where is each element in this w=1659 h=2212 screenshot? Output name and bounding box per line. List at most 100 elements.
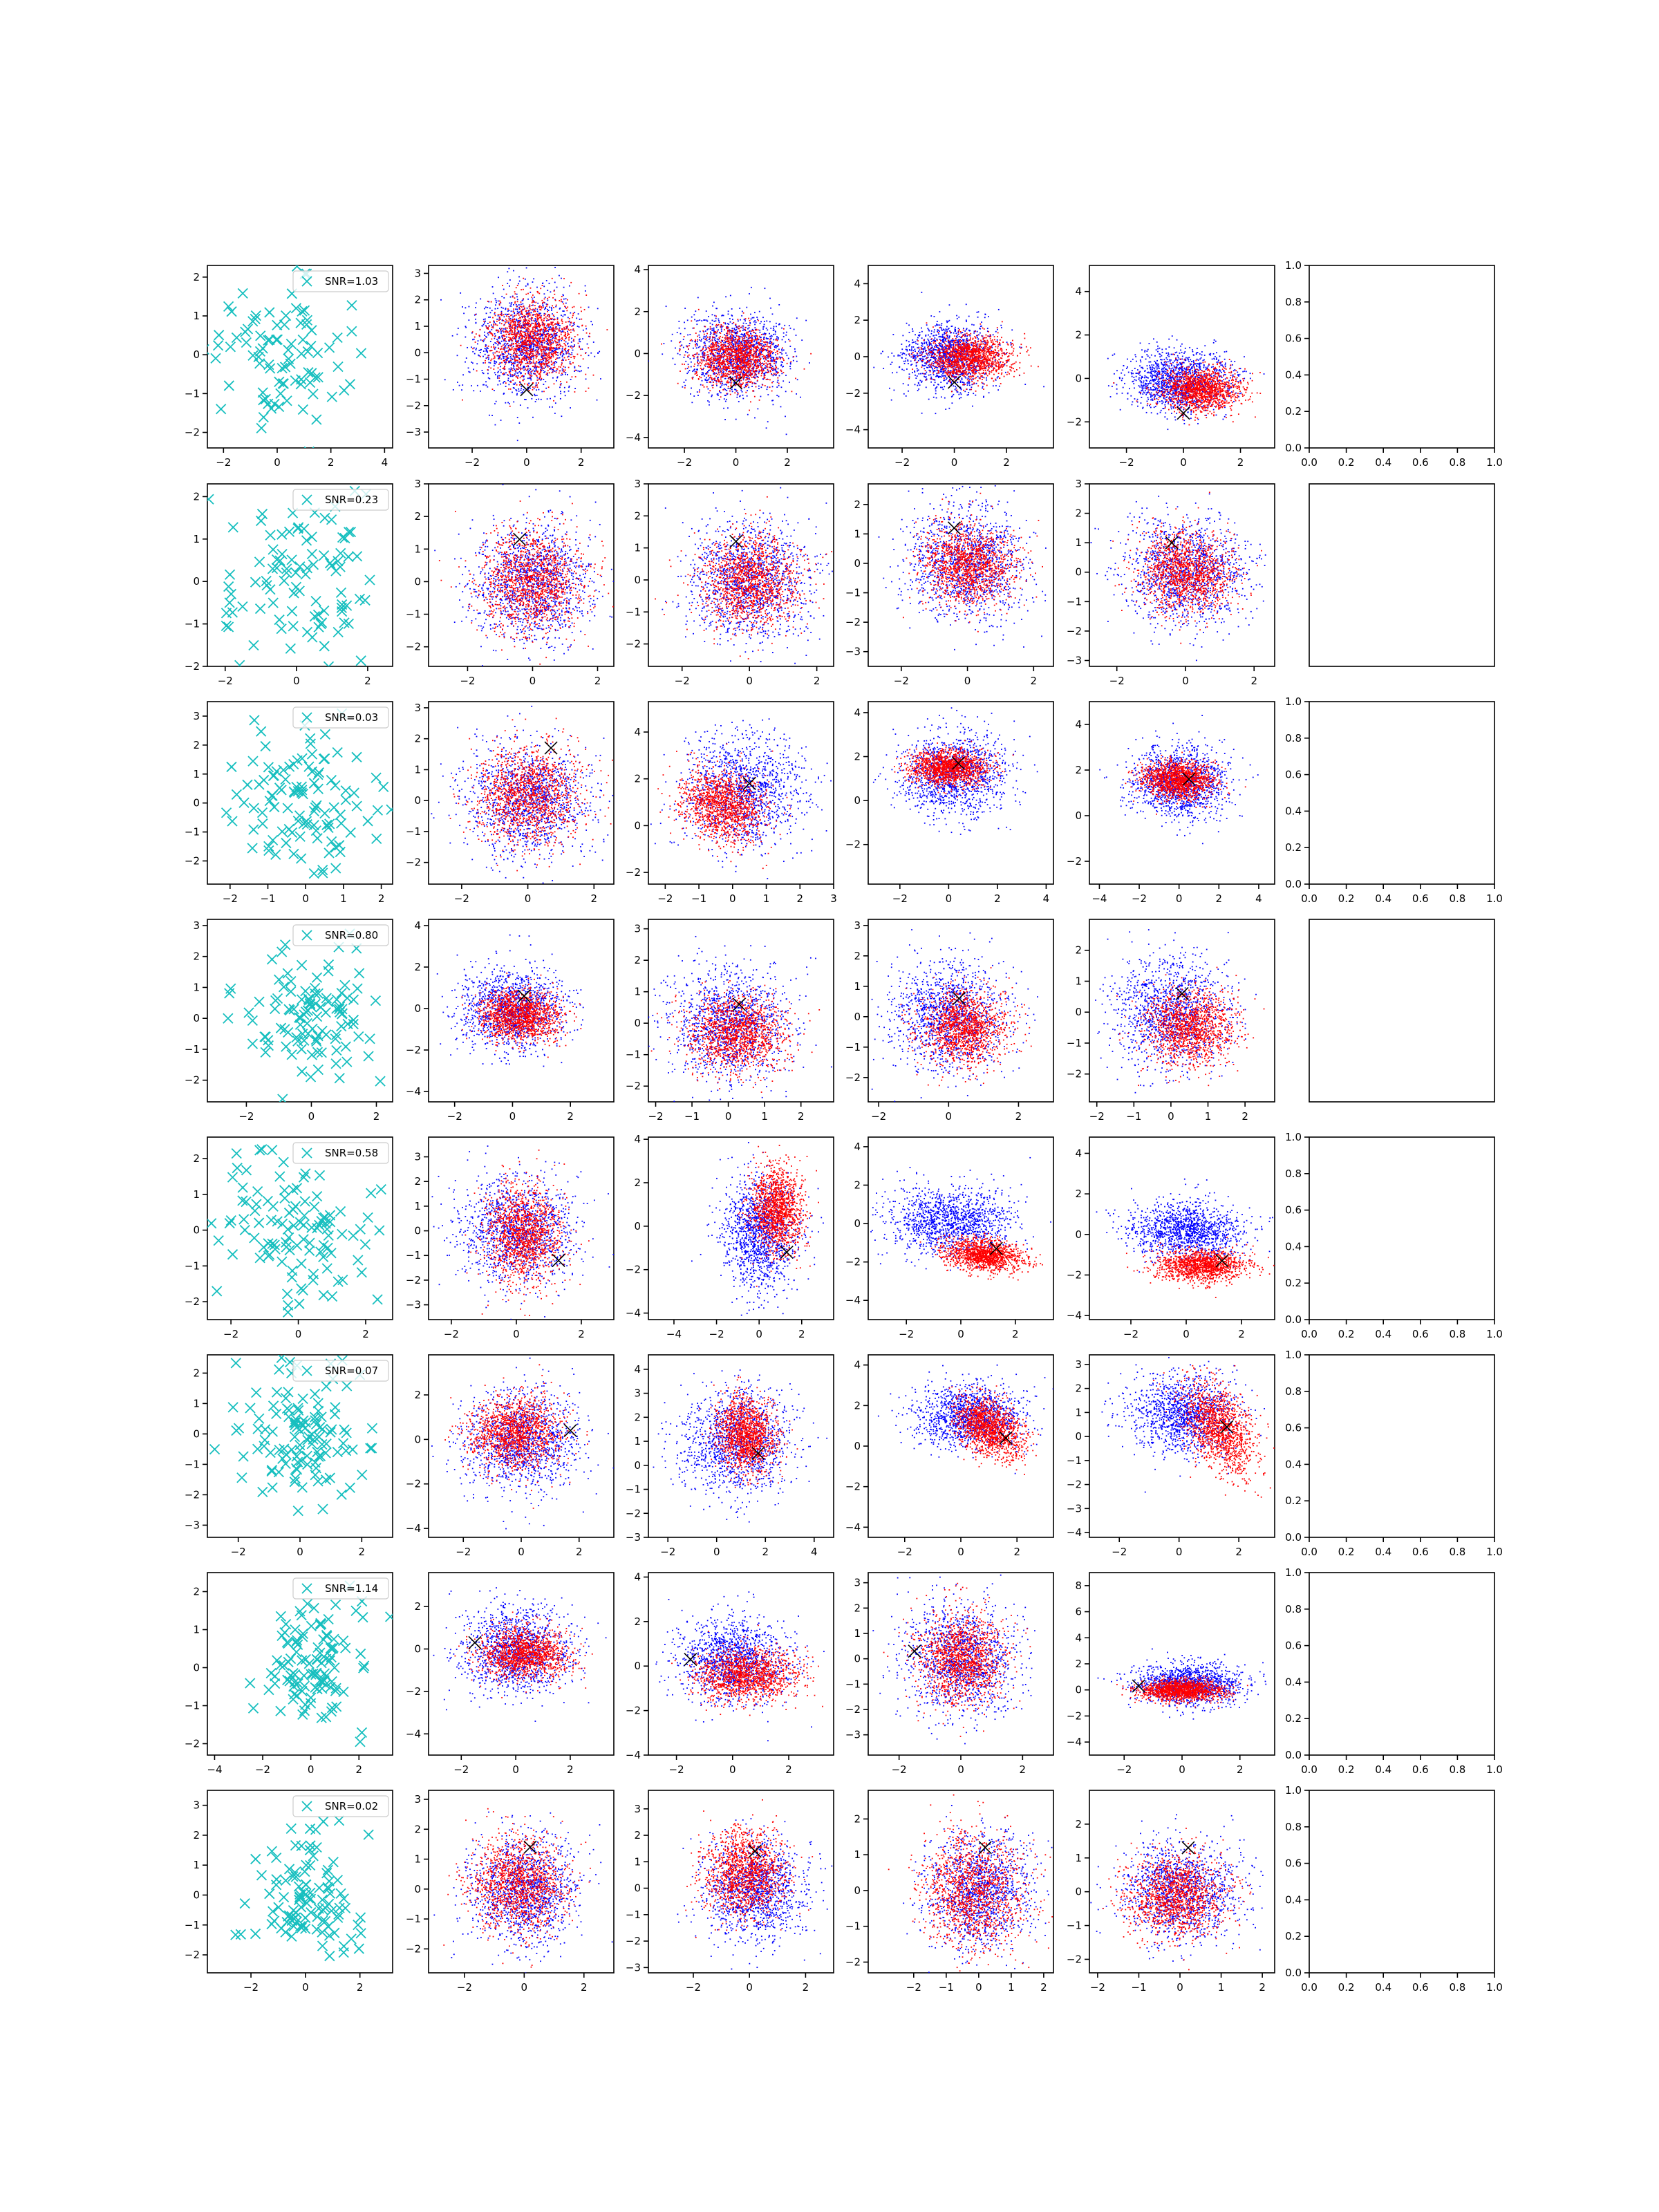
red-point (718, 379, 720, 381)
red-point (518, 357, 519, 358)
blue-point (565, 351, 567, 353)
blue-point (508, 353, 509, 355)
blue-point (579, 341, 581, 342)
blue-point (496, 362, 497, 363)
red-point (503, 373, 505, 374)
red-point (570, 357, 572, 358)
red-point (565, 336, 566, 337)
y-tick-label: −2 (406, 400, 421, 412)
red-point (516, 342, 517, 344)
blue-point (780, 365, 782, 366)
blue-point (534, 388, 535, 389)
red-point (729, 330, 731, 331)
red-point (525, 318, 526, 319)
blue-point (549, 306, 550, 308)
red-point (699, 376, 700, 377)
blue-point (505, 341, 507, 342)
red-point (501, 312, 503, 314)
blue-point (713, 301, 715, 303)
blue-point (491, 324, 492, 326)
blue-point (514, 313, 515, 315)
red-point (717, 374, 718, 375)
red-point (730, 364, 731, 366)
blue-point (532, 323, 533, 324)
red-point (524, 383, 525, 384)
red-point (494, 312, 496, 313)
blue-point (707, 379, 709, 381)
red-point (710, 326, 711, 328)
red-point (771, 391, 773, 392)
red-point (486, 326, 487, 328)
blue-point (552, 338, 554, 339)
red-point (709, 364, 711, 365)
blue-point (762, 334, 764, 335)
red-point (793, 356, 794, 357)
blue-point (523, 366, 524, 368)
blue-point (523, 379, 525, 380)
blue-point (702, 353, 703, 355)
red-point (516, 355, 518, 357)
blue-point (489, 415, 490, 416)
red-point (533, 339, 534, 341)
red-point (541, 355, 543, 357)
red-point (729, 368, 731, 369)
blue-point (731, 365, 732, 366)
red-point (541, 319, 542, 321)
blue-point (489, 308, 491, 309)
red-point (523, 348, 524, 350)
red-point (795, 377, 796, 379)
blue-point (796, 335, 797, 336)
blue-point (516, 319, 517, 320)
red-point (547, 363, 549, 364)
blue-point (494, 365, 495, 366)
blue-point (748, 325, 749, 326)
red-point (510, 350, 512, 351)
red-point (745, 345, 747, 346)
blue-point (752, 317, 753, 319)
blue-point (769, 343, 771, 344)
red-point (736, 377, 738, 378)
red-point (485, 346, 487, 347)
red-point (525, 342, 527, 344)
red-point (515, 321, 516, 322)
blue-point (570, 361, 571, 362)
red-point (686, 346, 688, 348)
blue-point (754, 418, 756, 419)
red-point (767, 350, 768, 351)
red-point (532, 329, 534, 330)
blue-point (483, 324, 485, 326)
red-point (520, 330, 521, 332)
blue-point (494, 342, 496, 344)
blue-point (681, 344, 682, 346)
red-point (536, 324, 537, 326)
blue-point (535, 401, 536, 402)
red-point (556, 354, 557, 355)
red-point (499, 315, 500, 316)
red-point (693, 356, 695, 357)
blue-point (746, 337, 747, 338)
red-point (715, 344, 717, 346)
red-point (516, 287, 517, 288)
blue-point (476, 363, 478, 364)
blue-point (495, 304, 496, 306)
red-point (690, 340, 691, 341)
blue-point (568, 356, 570, 357)
blue-point (717, 343, 718, 344)
blue-point (724, 334, 725, 335)
blue-point (766, 328, 767, 329)
blue-point (534, 318, 536, 319)
red-point (740, 342, 741, 344)
red-point (568, 359, 570, 360)
blue-point (482, 362, 484, 364)
red-point (580, 348, 581, 350)
blue-point (543, 370, 544, 371)
red-point (498, 319, 500, 321)
red-point (559, 300, 560, 301)
blue-point (797, 379, 798, 380)
blue-point (494, 360, 495, 362)
red-point (502, 373, 503, 375)
blue-point (499, 380, 500, 382)
red-point (542, 346, 543, 348)
red-point (494, 355, 496, 357)
red-point (782, 358, 784, 359)
